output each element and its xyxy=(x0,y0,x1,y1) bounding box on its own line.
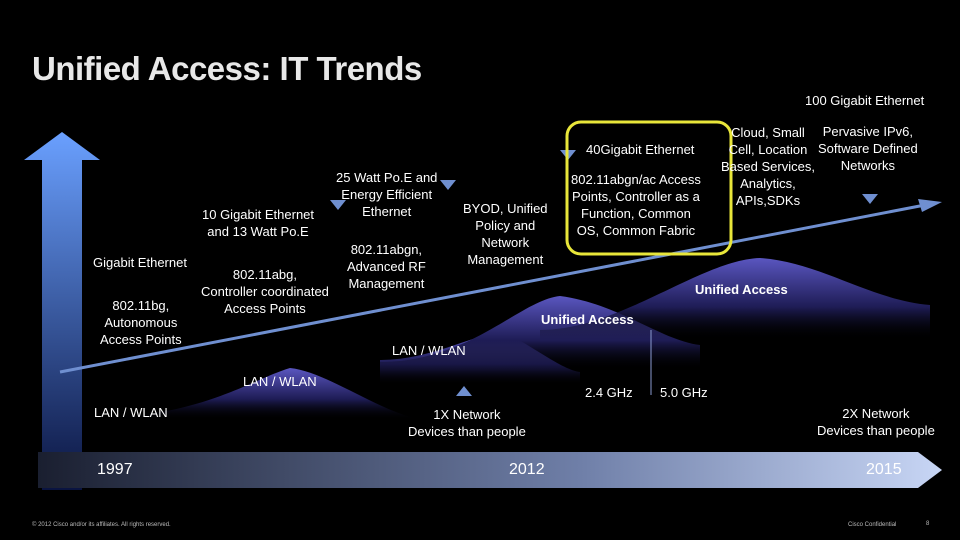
trend-40-gigabit: 40Gigabit Ethernet xyxy=(586,142,695,157)
trend-80211abgn: 802.11abgn, Advanced RF Management xyxy=(347,242,426,291)
timeline-year-end: 2015 xyxy=(866,461,902,478)
trend-marker-4 xyxy=(862,194,878,204)
trend-ipv6: Pervasive IPv6, Software Defined Network… xyxy=(818,124,918,173)
vertical-arrow-shape xyxy=(24,132,100,490)
trend-cloud: Cloud, Small Cell, Location Based Servic… xyxy=(721,125,815,208)
slide-title: Unified Access: IT Trends xyxy=(32,50,422,87)
trend-80211ac: 802.11abgn/ac Access Points, Controller … xyxy=(571,172,701,238)
highlight-box xyxy=(565,120,733,256)
phase-label-lan-wlan: LAN / WLAN xyxy=(94,405,168,420)
frequency-50ghz: 5.0 GHz xyxy=(660,385,708,400)
wave-phase-4 xyxy=(540,258,930,340)
wave-phase-1 xyxy=(90,368,430,420)
trend-80211bg: 802.11bg, Autonomous Access Points xyxy=(100,298,182,347)
phase-label-unified-access: Unified Access xyxy=(695,282,788,297)
devices-2x: 2X Network Devices than people xyxy=(817,406,935,438)
phase-label-unified-access: Unified Access xyxy=(541,312,634,327)
phase-label-lan-wlan: LAN / WLAN xyxy=(392,343,466,358)
trend-25w-poe: 25 Watt Po.E and Energy Efficient Ethern… xyxy=(336,170,438,219)
trend-80211abg: 802.11abg, Controller coordinated Access… xyxy=(201,267,329,316)
trend-gigabit-ethernet: Gigabit Ethernet xyxy=(93,255,187,270)
trend-marker-1 xyxy=(330,200,346,210)
trend-10-gigabit: 10 Gigabit Ethernet and 13 Watt Po.E xyxy=(202,207,315,239)
page-number: 8 xyxy=(926,521,930,527)
trend-arrowhead xyxy=(918,199,942,212)
timeline-year-start: 1997 xyxy=(97,461,133,478)
trend-marker-2 xyxy=(440,180,456,190)
trend-100-gigabit: 100 Gigabit Ethernet xyxy=(805,93,925,108)
trend-byod: BYOD, Unified Policy and Network Managem… xyxy=(463,201,548,267)
trend-line xyxy=(59,203,926,374)
footer-copyright: © 2012 Cisco and/or its affiliates. All … xyxy=(32,522,171,528)
frequency-24ghz: 2.4 GHz xyxy=(585,385,633,400)
timeline-arrow-shape xyxy=(38,452,942,488)
footer-confidential: Cisco Confidential xyxy=(848,522,897,528)
timeline-year-mid: 2012 xyxy=(509,461,545,478)
trend-marker-5 xyxy=(456,386,472,396)
phase-label-lan-wlan: LAN / WLAN xyxy=(243,374,317,389)
devices-1x: 1X Network Devices than people xyxy=(408,407,526,439)
